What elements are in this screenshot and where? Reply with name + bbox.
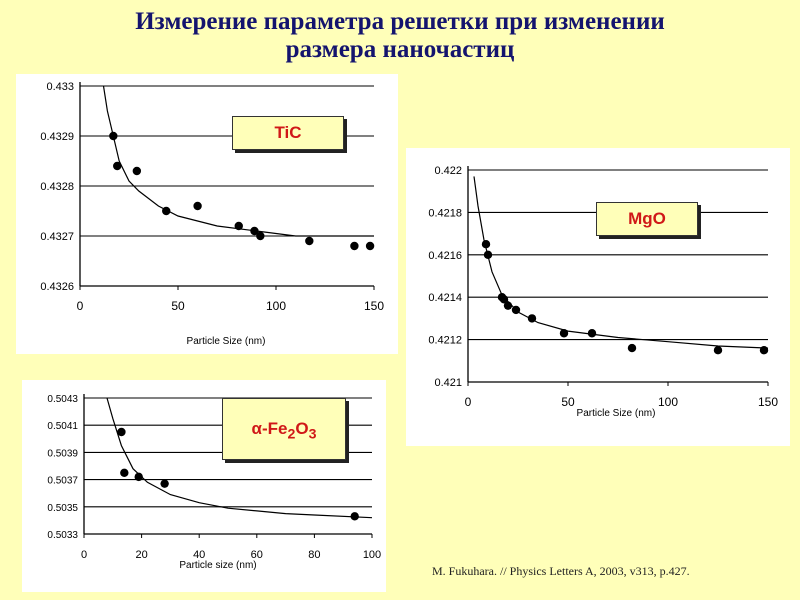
tic-x-tick-label: 100 — [266, 299, 286, 313]
fe2o3-y-tick-label: 0.5035 — [47, 503, 78, 514]
mgo-x-tick-label: 50 — [561, 395, 575, 409]
mgo-y-tick-label: 0.421 — [434, 377, 462, 389]
fe2o3-data-point — [120, 468, 129, 477]
tic-chart: 0.4326 0.4327 0.4328 0.4329 0.433 0 50 100 150 Pa… — [40, 81, 384, 347]
tic-data-point — [162, 206, 171, 216]
tic-data-point — [350, 241, 359, 251]
mgo-y-tick-label: 0.4214 — [428, 292, 462, 304]
mgo-y-tick-label: 0.422 — [434, 165, 462, 177]
tic-chart-panel: 0.4326 0.4327 0.4328 0.4329 0.433 0 50 100 150 Pa… — [16, 74, 398, 354]
fe2o3-label-base: α-Fe — [251, 419, 288, 438]
fe2o3-y-tick-label: 0.5041 — [47, 421, 78, 432]
tic-fit-curve — [102, 85, 374, 237]
fe2o3-fit-curve — [106, 397, 373, 519]
mgo-label-text: MgO — [628, 209, 666, 228]
title-line-1: Измерение параметра решетки при изменени… — [135, 8, 665, 35]
fe2o3-data-point — [134, 472, 143, 482]
mgo-x-tick-label: 100 — [658, 395, 678, 409]
mgo-data-point — [499, 295, 509, 304]
tic-data-point — [193, 201, 202, 211]
tic-data-point — [365, 241, 375, 251]
mgo-data-point — [527, 314, 537, 323]
mgo-x-tick-label: 0 — [465, 395, 472, 409]
tic-label: TiC — [232, 116, 344, 150]
citation: M. Fukuhara. // Physics Letters A, 2003,… — [432, 564, 690, 578]
mgo-data-point — [511, 305, 521, 315]
mgo-x-tick-label: 150 — [758, 395, 778, 409]
tic-y-tick-label: 0.4326 — [40, 281, 74, 293]
mgo-y-tick-label: 0.4212 — [428, 335, 462, 347]
fe2o3-chart: 0.5033 0.5035 0.5037 0.5039 0.5041 0.5043 0 20 4… — [47, 394, 381, 571]
tic-data-point — [113, 161, 122, 171]
fe2o3-label-sub1: 2 — [287, 426, 296, 443]
tic-x-tick-label: 0 — [77, 299, 84, 313]
tic-label-text: TiC — [274, 123, 302, 142]
title-line-2: размера наночастиц — [285, 36, 515, 63]
fe2o3-x-tick-label: 0 — [81, 549, 87, 561]
mgo-data-point — [503, 301, 513, 310]
fe2o3-x-tick-label: 20 — [135, 549, 147, 561]
fe2o3-y-tick-label: 0.5043 — [47, 394, 78, 405]
page-title: Измерение параметра решетки при изменени… — [0, 8, 800, 64]
tic-y-tick-label: 0.4329 — [40, 131, 74, 143]
tic-data-point — [250, 226, 259, 236]
tic-x-tick-label: 50 — [171, 299, 185, 313]
fe2o3-y-tick-label: 0.5033 — [47, 530, 78, 541]
mgo-data-point — [587, 329, 597, 338]
fe2o3-label: α-Fe2O3 — [222, 398, 346, 460]
mgo-y-tick-label: 0.4218 — [428, 207, 462, 219]
fe2o3-data-point — [160, 479, 169, 488]
mgo-data-point — [627, 343, 637, 353]
mgo-data-point — [483, 250, 493, 259]
tic-y-tick-label: 0.433 — [46, 81, 74, 93]
tic-x-axis-label: Particle Size (nm) — [187, 336, 266, 347]
tic-y-tick-label: 0.4328 — [40, 181, 74, 193]
fe2o3-x-tick-label: 60 — [251, 549, 263, 561]
fe2o3-data-point — [117, 427, 126, 437]
mgo-data-point — [481, 240, 491, 249]
mgo-data-point — [559, 329, 569, 338]
mgo-y-tick-label: 0.4216 — [428, 250, 462, 262]
mgo-chart-panel: 0.421 0.4212 0.4214 0.4216 0.4218 0.422 0 50 100… — [406, 148, 790, 446]
tic-y-tick-label: 0.4327 — [40, 231, 74, 243]
tic-data-point — [256, 231, 265, 241]
fe2o3-x-tick-label: 100 — [363, 549, 381, 561]
tic-x-tick-label: 150 — [364, 299, 384, 313]
fe2o3-label-mid: O — [295, 419, 309, 438]
fe2o3-x-tick-label: 40 — [193, 549, 205, 561]
fe2o3-x-axis-label: Particle size (nm) — [179, 560, 256, 571]
mgo-data-point — [759, 346, 769, 355]
mgo-label: MgO — [596, 202, 698, 236]
tic-data-point — [109, 131, 118, 141]
fe2o3-x-tick-label: 80 — [308, 549, 320, 561]
fe2o3-label-sub2: 3 — [308, 426, 317, 443]
mgo-chart: 0.421 0.4212 0.4214 0.4216 0.4218 0.422 0 50 100… — [428, 165, 778, 419]
tic-data-point — [234, 221, 243, 231]
mgo-data-point — [713, 346, 723, 355]
fe2o3-data-point — [350, 512, 359, 521]
tic-data-point — [132, 166, 142, 176]
mgo-x-axis-label: Particle Size (nm) — [577, 408, 656, 419]
fe2o3-y-tick-label: 0.5037 — [47, 476, 78, 487]
fe2o3-chart-panel: 0.5033 0.5035 0.5037 0.5039 0.5041 0.5043 0 20 4… — [22, 380, 386, 592]
tic-data-point — [305, 236, 314, 246]
fe2o3-y-tick-label: 0.5039 — [47, 448, 78, 459]
